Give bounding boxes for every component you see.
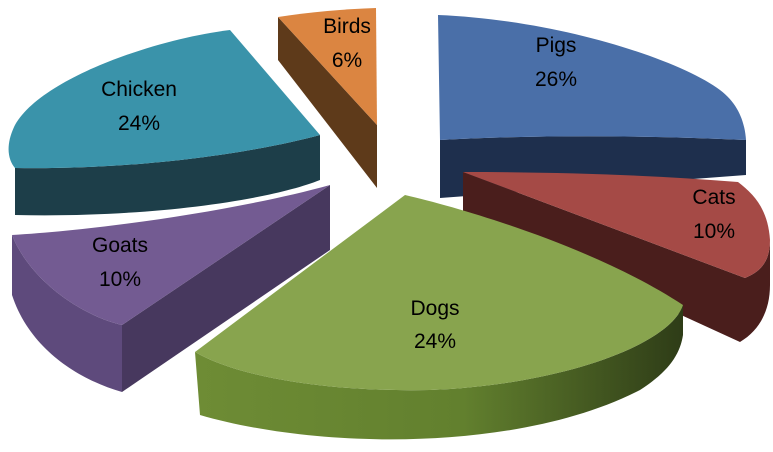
label-pigs-value: 26% <box>535 68 577 91</box>
label-birds-name: Birds <box>323 15 371 38</box>
slice-birds-top <box>278 8 377 125</box>
pie-slice-chicken <box>8 30 321 216</box>
label-birds-value: 6% <box>332 49 362 72</box>
slice-dogs-top <box>195 195 683 391</box>
label-dogs-value: 24% <box>414 330 456 353</box>
slice-pigs-top <box>438 15 746 140</box>
pie-slice-birds <box>278 8 377 188</box>
label-dogs-name: Dogs <box>410 297 459 320</box>
slice-goats-top <box>12 185 330 325</box>
slice-chicken-top <box>8 30 321 169</box>
label-chicken-value: 24% <box>118 112 160 135</box>
pie-slice-dogs <box>195 195 683 440</box>
slice-cats-side <box>463 172 770 342</box>
label-goats-value: 10% <box>99 268 141 291</box>
slice-goats-side-front <box>12 235 122 392</box>
label-cats-value: 10% <box>693 220 735 243</box>
pie-slice-pigs <box>438 15 746 198</box>
pie-slice-goats <box>12 185 330 392</box>
slice-chicken-side <box>15 135 320 216</box>
label-cats-name: Cats <box>692 186 735 209</box>
slice-dogs-side <box>195 305 683 440</box>
slice-goats-side-right <box>122 185 330 392</box>
label-pigs-name: Pigs <box>536 34 577 57</box>
slice-birds-side <box>278 17 377 188</box>
pie-slice-cats <box>463 172 770 342</box>
label-goats-name: Goats <box>92 234 148 257</box>
slice-cats-top <box>463 172 770 278</box>
label-chicken-name: Chicken <box>101 78 177 101</box>
